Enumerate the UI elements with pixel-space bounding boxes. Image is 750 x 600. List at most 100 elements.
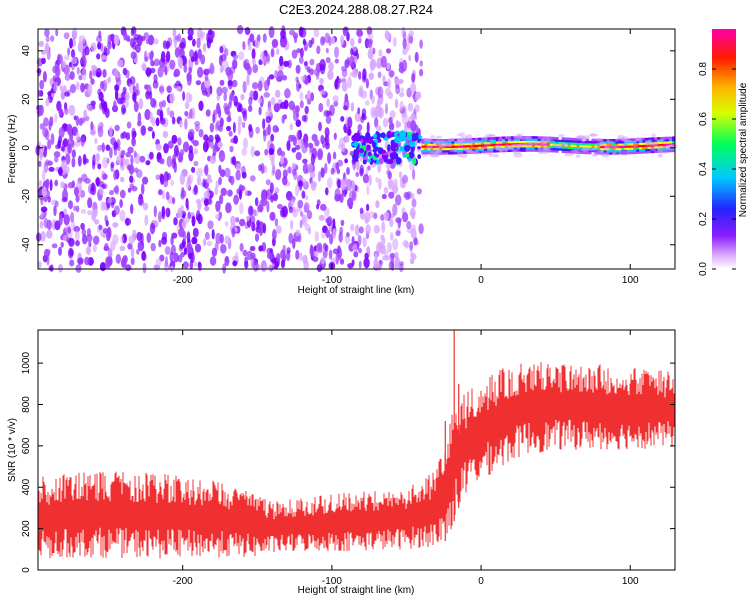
spectrogram-cell (427, 147, 431, 151)
spectrogram-cell (179, 42, 186, 49)
spectrogram-cell (528, 144, 533, 148)
spectrogram-cell (579, 151, 583, 154)
spectrogram-cell (83, 109, 88, 118)
spectrogram-cell (395, 217, 402, 224)
spectrogram-cell (224, 105, 230, 115)
spectrogram-cell (651, 146, 655, 149)
spectrogram-cell (431, 153, 441, 158)
spectrogram-cell (466, 140, 470, 144)
spectrogram-cell (49, 264, 54, 272)
spectrogram-cell (669, 147, 673, 151)
spectrogram-cell (53, 151, 61, 158)
spectrogram-cell (184, 101, 190, 110)
spectrogram-cell (233, 135, 239, 145)
spectrogram-cell (570, 142, 574, 145)
spectrogram-cell (513, 136, 518, 139)
spectrogram-cell (504, 145, 509, 148)
spectrogram-cell (436, 143, 440, 146)
spectrogram-cell (484, 137, 488, 140)
spectrogram-cell (460, 151, 464, 155)
spectrogram-cell (448, 152, 452, 155)
spectrogram-cell (462, 147, 469, 152)
spectrogram-cell (621, 142, 631, 147)
spectrogram-cell (579, 147, 583, 150)
spectrogram-cell (642, 151, 646, 154)
spectrogram-cell (106, 157, 110, 164)
spectrogram-cell (141, 64, 147, 72)
spectrogram-cell (97, 41, 102, 50)
spectrogram-cell (666, 145, 670, 148)
spectrogram-cell (460, 153, 468, 158)
spectrogram-cell (430, 149, 434, 153)
spectrogram-cell (487, 145, 491, 149)
spectrogram-cell (561, 141, 565, 145)
spectrogram-cell (619, 148, 629, 153)
spectrogram-cell (382, 76, 386, 83)
spectrogram-cell (449, 148, 458, 153)
spectrogram-cell (663, 141, 667, 144)
spectrogram-cell (630, 144, 639, 147)
spectrogram-cell (359, 207, 364, 214)
spectrogram-cell (555, 141, 560, 144)
spectrogram-cell (131, 127, 137, 140)
spectrogram-cell (127, 164, 132, 170)
spectrogram-cell (292, 111, 299, 122)
spectrogram-cell (40, 211, 44, 218)
spectrogram-cell (582, 144, 586, 148)
spectrogram-cell (159, 109, 164, 122)
spectrogram-cell (246, 65, 253, 75)
spectrogram-cell (402, 153, 407, 158)
spectrogram-cell (196, 37, 201, 49)
spectrogram-cell (534, 149, 539, 152)
spectrogram-cell (543, 145, 548, 148)
spectrogram-cell (78, 185, 82, 198)
spectrogram-cell (661, 138, 666, 144)
spectrogram-cell (487, 137, 491, 140)
spectrogram-cell (594, 150, 604, 155)
spectrogram-cell (119, 199, 123, 208)
spectrogram-cell (390, 232, 394, 241)
spectrogram-cell (417, 154, 422, 160)
spectrogram-cell (268, 148, 275, 156)
spectrogram-cell (307, 162, 313, 173)
spectrogram-cell (546, 140, 551, 144)
spectrogram-cell (136, 34, 143, 47)
spectrogram-cell (402, 38, 407, 49)
spectrogram-cell (421, 140, 425, 144)
spectrogram-cell (353, 250, 359, 258)
spectrogram-cell (114, 124, 120, 132)
spectrogram-cell (576, 138, 580, 141)
spectrogram-cell (269, 211, 276, 221)
spectrogram-cell (358, 247, 362, 254)
spectrogram-cell (357, 234, 362, 246)
spectrogram-cell (606, 139, 610, 142)
spectrogram-cell (393, 178, 398, 189)
spectrogram-cell (510, 143, 521, 147)
spectrogram-cell (624, 145, 628, 148)
spectrogram-cell (180, 192, 185, 200)
spectrogram-cell (609, 145, 613, 149)
spectrogram-cell (64, 55, 70, 61)
spectrogram-cell (263, 92, 271, 98)
spectrogram-cell (454, 143, 458, 146)
spectrogram-cell (115, 77, 122, 87)
spectrogram-cell (193, 148, 198, 155)
spectrogram-cell (487, 150, 491, 153)
colorbar-tick-label: 0.2 (698, 212, 709, 226)
spectrogram-cell (502, 138, 506, 142)
spectrogram-cell (445, 143, 449, 146)
spectrogram-cell (184, 110, 189, 117)
spectrogram-cell (377, 262, 381, 272)
spectrogram-cell (445, 147, 449, 151)
spectrogram-cell (184, 118, 188, 130)
spectrogram-cell (113, 141, 119, 150)
spectrogram-cell (386, 48, 391, 54)
spectrogram-cell (496, 147, 500, 151)
spectrogram-frame (37, 28, 676, 270)
spectrogram-cell (235, 170, 241, 181)
spectrogram-cell (552, 145, 557, 149)
spectrogram-cell (144, 84, 149, 90)
spectrogram-cell (430, 138, 434, 142)
spectrogram-cell (651, 139, 655, 143)
spectrogram-cell (69, 248, 74, 257)
